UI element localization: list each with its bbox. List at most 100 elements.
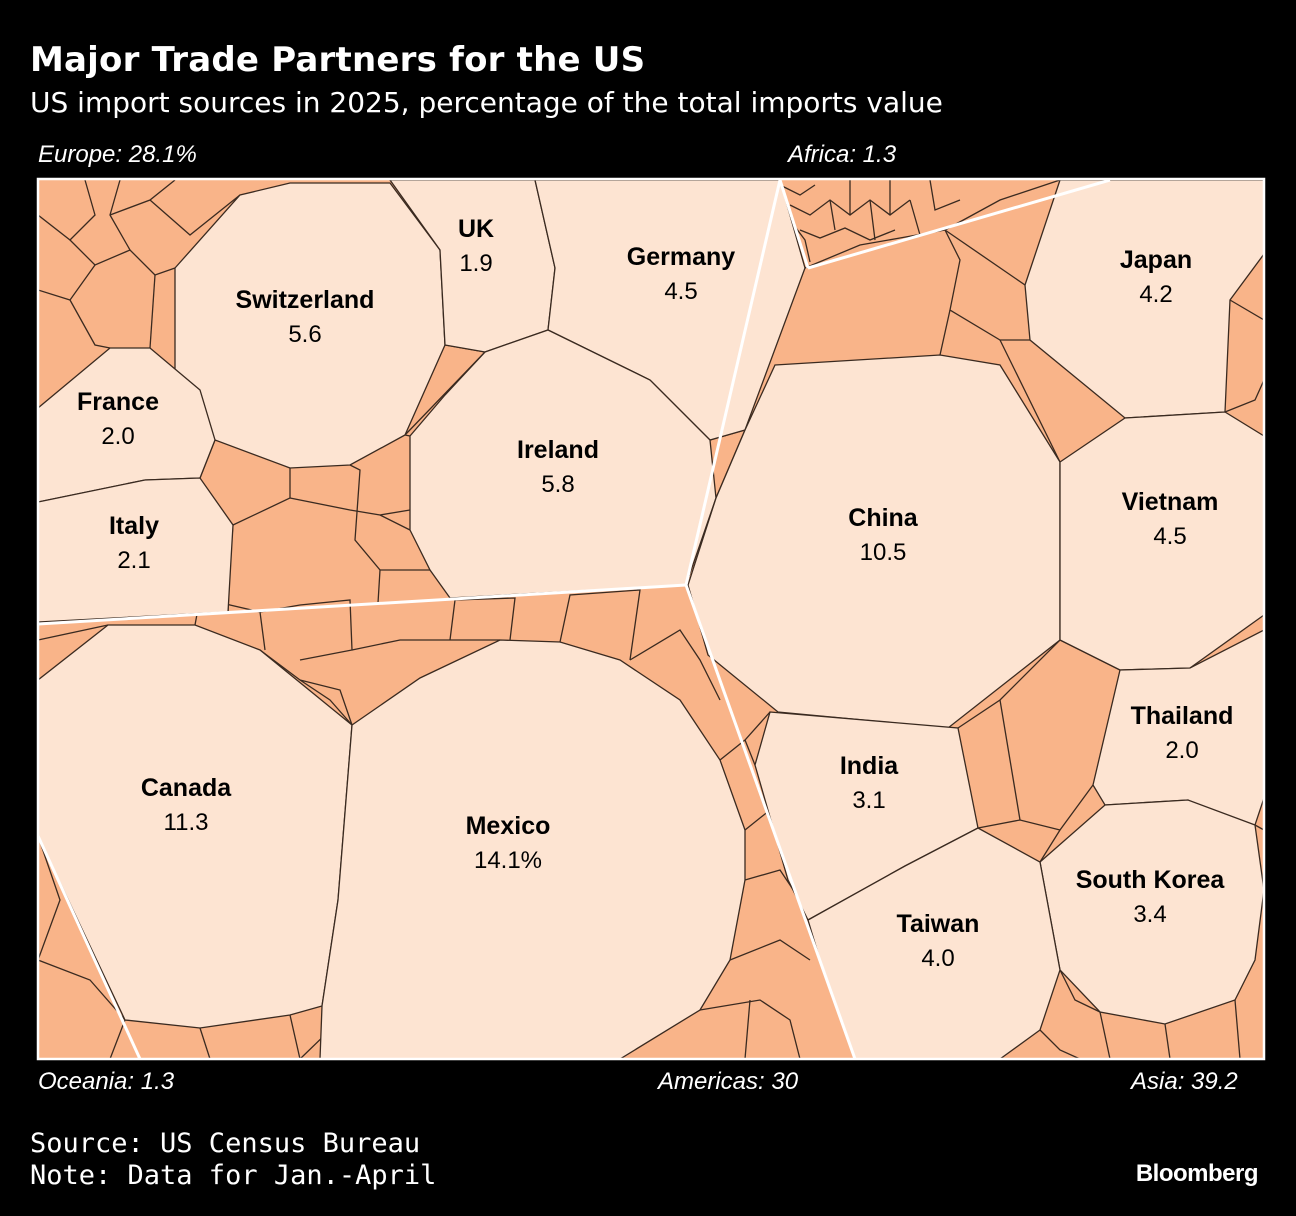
- region-borders: [38, 179, 1111, 1059]
- small-cell-edge: [804, 229, 1030, 341]
- value-canada: 11.3: [164, 809, 209, 836]
- label-south-korea: South Korea: [1076, 866, 1226, 894]
- label-france: France: [77, 388, 159, 416]
- border-americas-asia: [684, 584, 857, 1059]
- label-china: China: [848, 504, 919, 532]
- label-uk: UK: [458, 215, 494, 243]
- small-cell-edge: [38, 624, 109, 641]
- small-cell-edge: [404, 434, 411, 437]
- africa-cell-edge: [929, 179, 961, 211]
- small-cell-edge: [38, 835, 61, 961]
- border-europe-americas: [38, 583, 687, 626]
- value-france: 2.0: [101, 423, 134, 450]
- small-cell-edge: [349, 464, 381, 604]
- small-cell-edge: [38, 179, 96, 241]
- value-italy: 2.1: [117, 547, 150, 574]
- label-germany: Germany: [627, 243, 735, 271]
- africa-cell-edge: [909, 199, 921, 236]
- small-cell-edge: [944, 179, 1061, 231]
- value-taiwan: 4.0: [921, 945, 954, 972]
- africa-cell-edge: [829, 199, 836, 231]
- data-note: Note: Data for Jan.-April: [30, 1160, 437, 1191]
- small-cell-edge: [38, 289, 71, 301]
- small-cell-edge: [199, 1027, 211, 1059]
- small-cell-edge: [939, 309, 951, 356]
- cell-mexico: [319, 639, 746, 1059]
- small-cell-edge: [149, 274, 156, 349]
- small-cell-edge: [944, 229, 1026, 286]
- value-germany: 4.5: [664, 278, 697, 305]
- label-ireland: Ireland: [517, 436, 599, 464]
- cell-vietnam: [1059, 411, 1264, 671]
- small-cell-edge: [289, 497, 411, 531]
- small-cell-edge: [1224, 379, 1264, 413]
- small-cell-edge: [999, 699, 1021, 821]
- small-cell-edge: [149, 194, 241, 236]
- label-switzerland: Switzerland: [236, 286, 375, 314]
- region-label-europe: Europe: 28.1%: [38, 141, 197, 168]
- small-cell-edge: [351, 639, 500, 651]
- label-italy: Italy: [109, 512, 159, 540]
- small-cell-edge: [1164, 1023, 1171, 1059]
- small-cell-edge: [1039, 1029, 1081, 1059]
- africa-cell-edge: [869, 199, 876, 241]
- chart-frame: [36, 177, 1266, 1061]
- country-cells: [38, 179, 1264, 1059]
- source-note: Source: US Census Bureau: [30, 1128, 421, 1159]
- chart-title: Major Trade Partners for the US: [30, 40, 646, 80]
- small-cell-edge: [559, 589, 641, 661]
- label-thailand: Thailand: [1131, 702, 1234, 730]
- small-cell-edge: [744, 999, 751, 1059]
- small-cell-edge: [69, 264, 111, 349]
- value-india: 3.1: [852, 787, 885, 814]
- label-india: India: [840, 752, 899, 780]
- small-cell-edge: [1059, 969, 1101, 1013]
- value-uk: 1.9: [459, 250, 492, 277]
- small-cell-edge: [699, 999, 801, 1059]
- value-mexico: 14.1%: [474, 847, 542, 874]
- region-label-africa: Africa: 1.3: [788, 141, 897, 168]
- label-vietnam: Vietnam: [1122, 488, 1219, 516]
- region-label-oceania: Oceania: 1.3: [38, 1068, 175, 1095]
- border-oceania-americas: [38, 835, 142, 1059]
- value-south-korea: 3.4: [1133, 901, 1166, 928]
- region-label-asia: Asia: 39.2: [1131, 1068, 1238, 1095]
- small-cell-edge: [1254, 824, 1264, 831]
- value-switzerland: 5.6: [288, 321, 321, 348]
- small-cell-edge: [629, 629, 721, 701]
- small-cell-edge: [289, 1014, 301, 1059]
- cell-south-korea: [1039, 799, 1264, 1025]
- value-china: 10.5: [860, 539, 907, 566]
- border-europe-africa: [778, 179, 810, 269]
- small-cell-edge: [259, 599, 353, 661]
- small-cell-edge: [299, 679, 353, 726]
- small-cell-edge: [379, 509, 411, 516]
- label-japan: Japan: [1120, 246, 1192, 274]
- cell-italy: [38, 477, 234, 623]
- small-cell-edge: [1099, 1011, 1111, 1059]
- border-europe-asia: [684, 179, 782, 586]
- small-cell-edge: [38, 959, 126, 1021]
- small-cell-edge: [1229, 299, 1264, 321]
- small-cell-edge: [999, 339, 1061, 463]
- small-cell-edge: [1234, 999, 1241, 1059]
- value-thailand: 2.0: [1165, 737, 1198, 764]
- value-japan: 4.2: [1139, 281, 1172, 308]
- region-label-americas: Americas: 30: [658, 1068, 799, 1095]
- chart-subtitle: US import sources in 2025, percentage of…: [30, 86, 943, 119]
- border-africa-asia: [807, 179, 1111, 270]
- small-cell-edge: [109, 1019, 126, 1059]
- africa-cell-edge: [779, 184, 816, 196]
- label-canada: Canada: [141, 774, 232, 802]
- label-mexico: Mexico: [466, 812, 551, 840]
- africa-cell-edge: [799, 227, 896, 241]
- small-cell-edge: [744, 739, 756, 766]
- value-vietnam: 4.5: [1153, 523, 1186, 550]
- small-cell-edge: [449, 597, 516, 641]
- small-cell-edge: [259, 649, 353, 726]
- small-cell-edge: [729, 939, 811, 961]
- value-ireland: 5.8: [541, 471, 574, 498]
- label-taiwan: Taiwan: [897, 910, 980, 938]
- bloomberg-logo: Bloomberg: [1135, 1160, 1259, 1187]
